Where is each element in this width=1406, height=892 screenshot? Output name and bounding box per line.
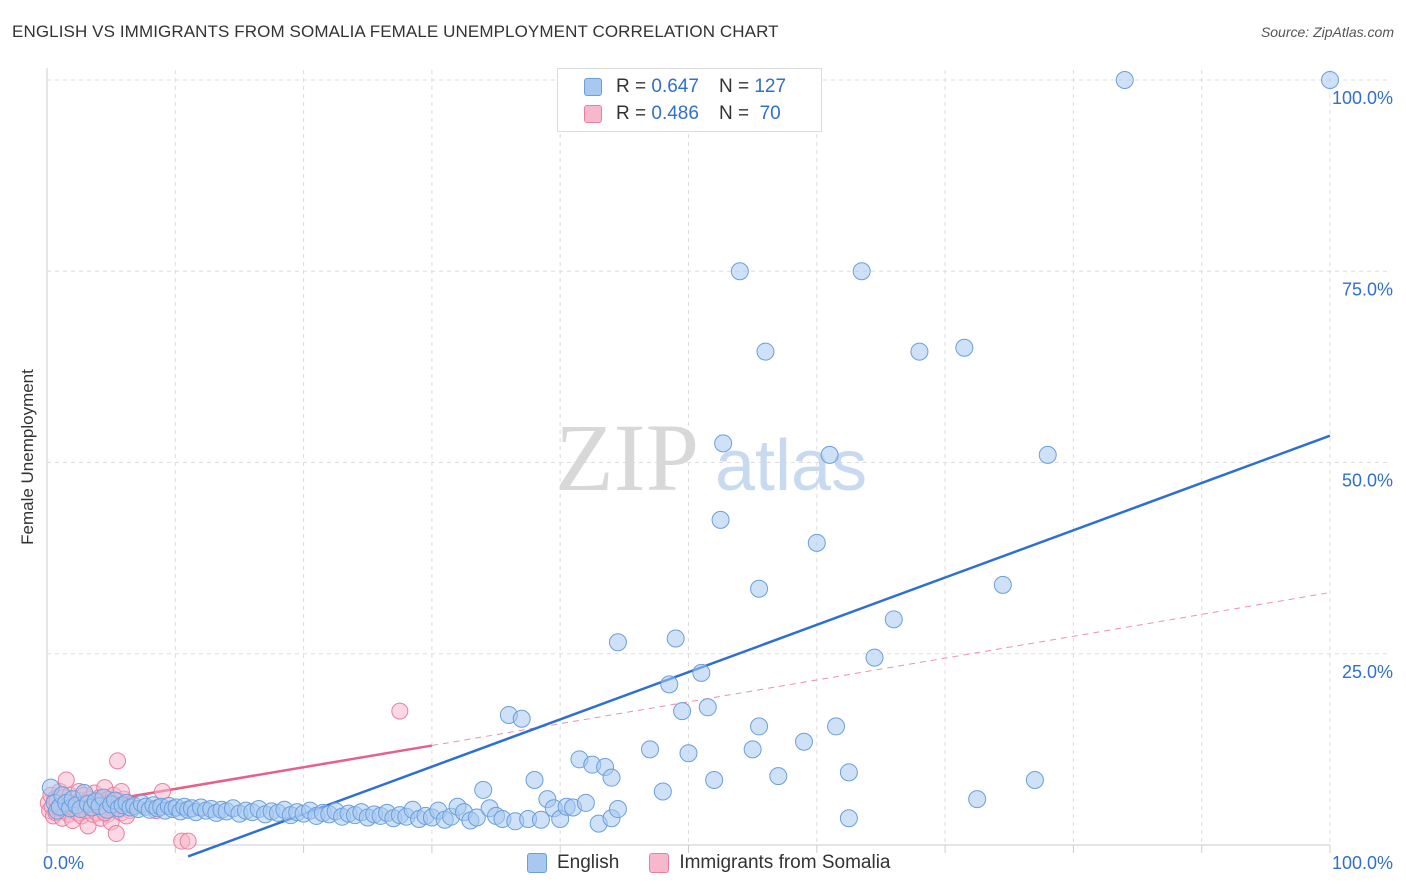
english-point: [820, 445, 839, 464]
grid-lines: [46, 68, 1390, 853]
english-point: [1115, 71, 1134, 89]
english-point: [1321, 71, 1339, 89]
english-point: [531, 810, 550, 829]
somalia-swatch: [649, 853, 670, 873]
somalia-point: [179, 832, 197, 850]
english-point: [794, 732, 813, 751]
english-point: [730, 262, 749, 281]
english-point: [955, 338, 974, 357]
y-tick-label: 25.0%: [1342, 662, 1393, 682]
english-point: [711, 510, 730, 529]
legend-row-english: R = 0.647 N = 127: [584, 73, 786, 101]
legend-n-value: 70: [754, 103, 781, 124]
legend-n-value: 127: [754, 76, 787, 97]
english-point: [512, 709, 531, 728]
somalia-point: [107, 825, 125, 843]
english-trend-line: [187, 434, 1331, 858]
english-point: [839, 763, 858, 782]
legend-r-value: 0.647: [651, 76, 699, 97]
correlation-legend: R = 0.647 N = 127 R = 0.486 N = 70: [557, 68, 822, 132]
legend-item-somalia[interactable]: Immigrants from Somalia: [649, 852, 891, 874]
english-swatch: [527, 853, 547, 873]
english-point: [608, 800, 627, 819]
english-point: [705, 770, 724, 789]
series-legend: English Immigrants from Somalia: [527, 852, 921, 874]
english-point: [525, 770, 544, 789]
legend-r-label: R =: [616, 76, 647, 97]
english-point: [750, 579, 769, 598]
y-tick-label: 50.0%: [1342, 471, 1393, 491]
english-point: [666, 629, 685, 648]
somalia-point: [57, 771, 75, 789]
english-point: [698, 698, 717, 717]
y-axis-label: Female Unemployment: [18, 369, 37, 545]
legend-item-english[interactable]: English: [527, 852, 619, 874]
english-point: [827, 717, 846, 736]
y-tick-label: 100.0%: [1332, 88, 1393, 108]
legend-n-label: N =: [718, 76, 750, 97]
english-point: [1025, 770, 1044, 789]
legend-n-label: N =: [718, 103, 750, 124]
english-point: [673, 702, 692, 721]
watermark-zip: ZIP: [555, 404, 699, 511]
y-tick-label: 75.0%: [1342, 279, 1393, 299]
english-point: [993, 575, 1012, 594]
watermark: ZIP atlas: [555, 404, 867, 511]
english-point: [839, 809, 858, 828]
english-point: [467, 808, 486, 827]
english-point: [743, 740, 762, 759]
somalia-swatch: [584, 105, 602, 123]
english-point: [641, 740, 660, 759]
legend-somalia-label: Immigrants from Somalia: [679, 852, 891, 873]
english-point: [884, 610, 903, 629]
english-point: [692, 663, 711, 682]
english-point: [714, 434, 733, 453]
somalia-trend-extension: [431, 592, 1331, 747]
somalia-point: [109, 752, 127, 770]
english-point: [1038, 445, 1057, 464]
english-point: [602, 768, 621, 787]
english-point: [852, 262, 871, 281]
x-tick-label: 0.0%: [43, 853, 84, 873]
english-point: [474, 780, 493, 799]
legend-row-somalia: R = 0.486 N = 70: [584, 100, 781, 128]
english-point: [576, 793, 595, 812]
legend-english-label: English: [557, 852, 620, 873]
english-point: [807, 533, 826, 552]
watermark-atlas: atlas: [715, 426, 867, 506]
english-point: [968, 790, 987, 809]
legend-r-label: R =: [616, 103, 647, 124]
english-point: [679, 744, 698, 763]
english-point: [865, 648, 884, 667]
english-point: [660, 675, 679, 694]
english-point: [653, 782, 672, 801]
english-points: [41, 71, 1339, 833]
english-point: [750, 717, 769, 736]
somalia-points: [39, 702, 409, 850]
english-point: [769, 767, 788, 786]
english-point: [756, 342, 775, 361]
english-point: [910, 342, 929, 361]
english-point: [608, 633, 627, 652]
english-swatch: [584, 78, 602, 96]
legend-r-value: 0.486: [651, 103, 699, 124]
source-label: Source: ZipAtlas.com: [1260, 24, 1394, 40]
chart-title: ENGLISH VS IMMIGRANTS FROM SOMALIA FEMAL…: [12, 22, 779, 41]
x-tick-label: 100.0%: [1332, 853, 1393, 873]
axis-tick-labels: 100.0% 75.0% 50.0% 25.0% 0.0% 100.0%: [43, 88, 1393, 873]
somalia-point: [391, 702, 409, 720]
